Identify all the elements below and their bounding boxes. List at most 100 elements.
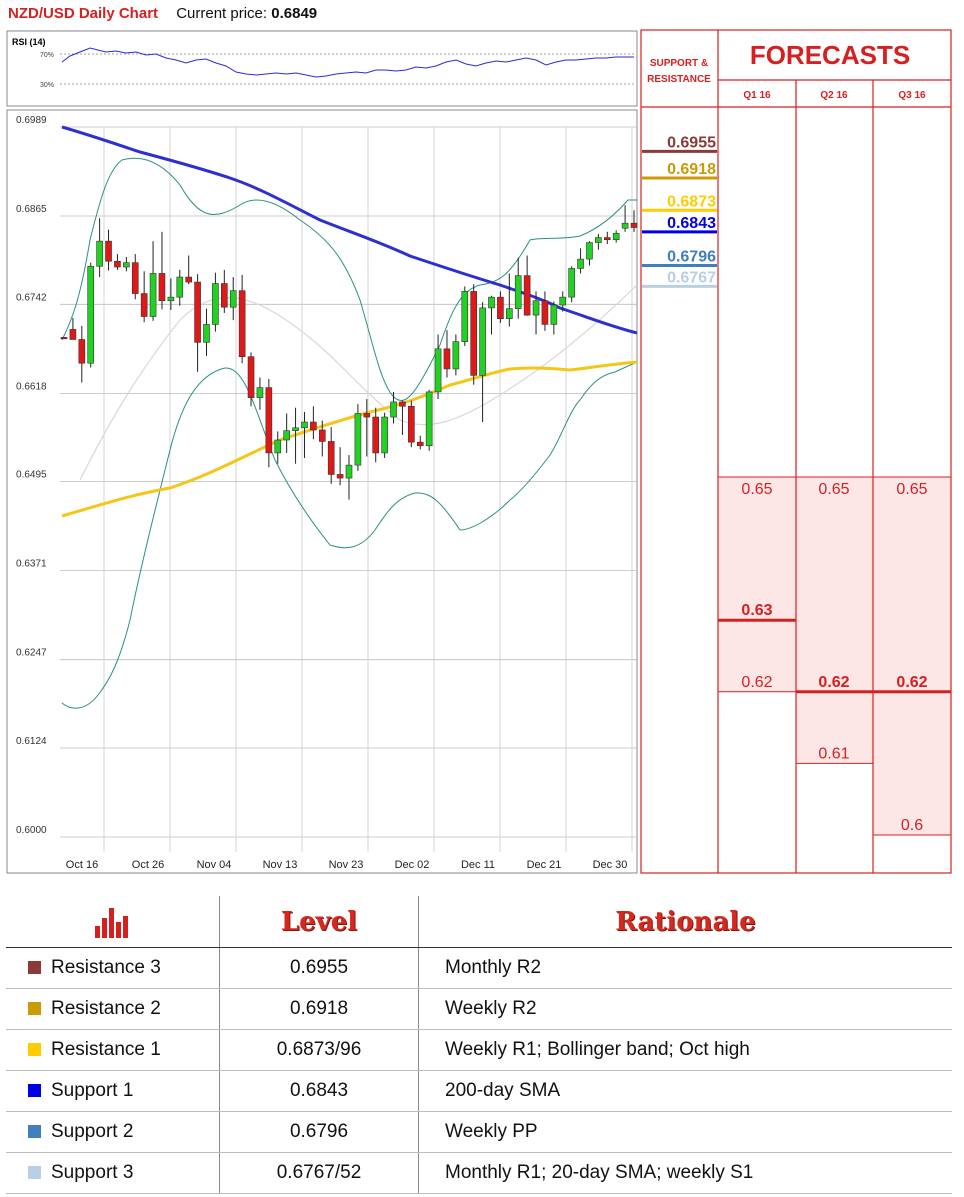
candle-bull — [479, 307, 486, 376]
row-name-cell: Resistance 1 — [6, 1029, 220, 1071]
sr-level-value: 0.6918 — [667, 161, 716, 178]
candle-bear — [630, 222, 638, 228]
candle-bull — [176, 276, 184, 298]
forecast-median-value: 0.62 — [896, 674, 927, 691]
candle-bear — [336, 474, 344, 479]
price-chart: 0.6989 0.6865 0.6742 0.6618 0.6495 0.6371 0.62… — [6, 109, 638, 874]
candle-bull — [488, 296, 495, 309]
candle-bull — [274, 439, 282, 454]
row-name-cell: Resistance 3 — [6, 947, 220, 989]
y-tick-label: 0.6000 — [16, 825, 47, 836]
candle-bull — [506, 308, 513, 319]
x-tick-label: Oct 26 — [132, 859, 164, 871]
candle-bear — [158, 273, 166, 302]
candle-bear — [318, 429, 326, 442]
candle-bull — [381, 416, 388, 454]
row-name-cell: Support 1 — [6, 1070, 220, 1112]
candle-bull — [514, 275, 522, 309]
candle-bull — [345, 464, 353, 479]
forecast-panel: SUPPORT & RESISTANCE FORECASTS Q1 16 Q2 16 Q3… — [640, 29, 952, 874]
candle-bear — [238, 290, 246, 358]
rsi-30-label: 30% — [40, 82, 54, 89]
level-value: 0.6767/52 — [219, 1152, 419, 1194]
forecast-range-fill — [718, 477, 796, 692]
candle-bear — [497, 296, 504, 319]
x-tick-label: Dec 30 — [593, 859, 628, 871]
candle-bear — [541, 300, 549, 325]
candle-bear — [131, 262, 139, 294]
sr-level-value: 0.6767 — [667, 269, 716, 286]
candle-bear — [194, 281, 201, 343]
candle-bull — [425, 391, 433, 447]
row-name-cell: Support 3 — [6, 1152, 220, 1194]
level-value: 0.6873/96 — [219, 1029, 419, 1071]
candle-bear — [603, 237, 611, 241]
forecast-value: 0.65 — [896, 481, 927, 498]
level-color-swatch — [28, 1166, 41, 1179]
level-name: Resistance 1 — [51, 1039, 161, 1060]
level-name: Support 1 — [51, 1080, 134, 1101]
candle-bear — [310, 421, 317, 431]
y-tick-label: 0.6124 — [16, 736, 47, 747]
sma20-line — [79, 284, 638, 481]
bar-chart-icon — [94, 907, 128, 938]
candle-bear — [327, 441, 335, 475]
forecast-range-fill — [873, 477, 951, 835]
candle-bear — [408, 405, 415, 443]
chart-title: NZD/USD Daily Chart — [8, 5, 159, 22]
forecast-median-value: 0.62 — [818, 674, 849, 691]
chart-and-forecast-panel: RSI (14) 70% 30% 0.6989 0.6865 0.6742 0.661… — [6, 29, 952, 874]
rationale-header: Rationale — [418, 896, 952, 948]
y-tick-label: 0.6618 — [16, 381, 47, 392]
forecast-column-header: Q2 16 — [820, 90, 848, 101]
candle-bull — [550, 304, 558, 325]
candle-bear — [247, 356, 255, 398]
table-row: Support 3 0.6767/52 Monthly R1; 20-day S… — [6, 1152, 952, 1194]
candle-bull — [167, 296, 175, 302]
x-tick-label: Nov 04 — [197, 859, 232, 871]
forecast-column-header: Q3 16 — [898, 90, 926, 101]
candle-bull — [434, 348, 442, 393]
candle-bear — [78, 339, 86, 364]
level-rationale: Monthly R1; 20-day SMA; weekly S1 — [418, 1152, 952, 1194]
rsi-line — [61, 47, 634, 78]
rsi-label: RSI (14) — [12, 37, 46, 47]
forecast-value: 0.65 — [818, 481, 849, 498]
candle-bull — [461, 291, 469, 342]
level-name: Resistance 3 — [51, 957, 161, 978]
candle-bear — [363, 413, 371, 418]
table-row: Resistance 1 0.6873/96 Weekly R1; Bollin… — [6, 1029, 952, 1071]
level-color-swatch — [28, 1002, 41, 1015]
level-value: 0.6918 — [219, 988, 419, 1030]
x-tick-label: Dec 11 — [461, 859, 495, 871]
candle-bull — [256, 387, 264, 398]
level-color-swatch — [28, 1043, 41, 1056]
x-tick-label: Oct 16 — [66, 859, 98, 871]
level-name: Resistance 2 — [51, 998, 161, 1019]
level-value: 0.6955 — [219, 947, 419, 989]
candle-bear — [221, 283, 228, 308]
forecast-value: 0.6 — [901, 817, 923, 834]
level-rationale: Weekly PP — [418, 1111, 952, 1153]
x-tick-label: Dec 02 — [395, 859, 430, 871]
candle-bull — [595, 237, 602, 243]
row-name-cell: Support 2 — [6, 1111, 220, 1153]
forecast-column-header: Q1 16 — [743, 90, 771, 101]
y-tick-label: 0.6865 — [16, 204, 47, 215]
sr-level-value: 0.6843 — [667, 215, 716, 232]
candle-bull — [203, 324, 210, 343]
candle-bear — [60, 337, 68, 340]
levels-table-header: Level Rationale — [6, 896, 952, 948]
rsi-70-label: 70% — [40, 52, 54, 59]
candle-bear — [140, 293, 148, 317]
candle-bull — [390, 401, 397, 418]
level-color-swatch — [28, 1084, 41, 1097]
sr-label-line1: SUPPORT & — [650, 58, 708, 69]
x-tick-label: Nov 23 — [329, 859, 364, 871]
table-row: Resistance 2 0.6918 Weekly R2 — [6, 988, 952, 1030]
candle-bear — [185, 276, 192, 283]
level-rationale: Weekly R1; Bollinger band; Oct high — [418, 1029, 952, 1071]
candle-bull — [229, 290, 237, 308]
y-tick-label: 0.6247 — [16, 648, 47, 659]
level-rationale: 200-day SMA — [418, 1070, 952, 1112]
